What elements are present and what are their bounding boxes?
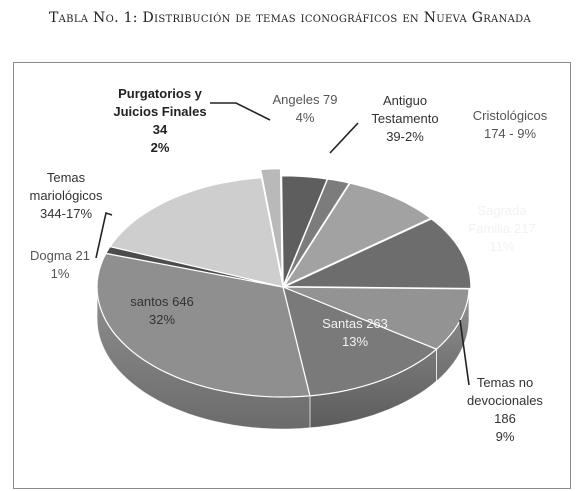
- slice-label-dogma: Dogma 21 1%: [30, 248, 90, 281]
- slice-label-line: 344-17%: [40, 206, 92, 221]
- leader-line: [210, 102, 271, 121]
- slice-label-temas-mariol-gicos: Temas mariológicos 344-17%: [30, 170, 103, 221]
- slice-label-line: Temas no: [477, 375, 533, 390]
- pie-slice-sagrada-familia: [284, 218, 472, 290]
- slice-label-angeles: Angeles 79 4%: [272, 92, 337, 125]
- slice-label-line: Antiguo: [383, 93, 427, 108]
- pie-slice-santos: [96, 252, 311, 398]
- slice-label-line: 174 - 9%: [484, 126, 536, 141]
- pie-slice-antiguo-testamento: [283, 178, 351, 287]
- slice-label-line: mariológicos: [30, 188, 103, 203]
- slice-label-line: Santas 263: [322, 316, 388, 331]
- pie-slice-angeles: [280, 175, 329, 287]
- slice-label-line: Testamento: [371, 111, 438, 126]
- pie-slice-temas-mariol-gicos: [108, 177, 284, 288]
- slice-label-sagrada-familia: Sagrada Familia 217 11%: [468, 203, 535, 254]
- slice-label-temas-no-devocionales: Temas no devocionales 186 9%: [467, 375, 543, 444]
- slice-label-line: 186: [494, 411, 516, 426]
- slice-label-line: 2%: [151, 140, 170, 155]
- pie-slice-side-shade: [436, 288, 469, 382]
- slice-label-line: Dogma 21: [30, 248, 90, 263]
- slice-label-line: 32%: [149, 312, 175, 327]
- slice-label-line: Angeles 79: [272, 92, 337, 107]
- slice-label-line: Purgatorios y: [118, 86, 203, 101]
- slice-label-line: 1%: [51, 266, 70, 281]
- pie-slice-cristol-gicos: [282, 182, 432, 288]
- slice-label-line: 11%: [489, 239, 514, 254]
- pie-slice-santas: [282, 286, 438, 397]
- slice-label-line: 13%: [342, 334, 368, 349]
- slice-label-line: Sagrada: [477, 203, 527, 218]
- leader-line: [459, 319, 470, 386]
- slice-label-line: 9%: [496, 429, 515, 444]
- slice-label-santas: Santas 263 13%: [322, 316, 388, 349]
- slice-label-line: 34: [153, 122, 168, 137]
- leader-line: [95, 211, 113, 259]
- slice-label-line: 39-2%: [386, 129, 424, 144]
- pie-slice-purgatorios-y-juicios-finales: [259, 168, 283, 279]
- slice-label-line: Temas: [47, 170, 86, 185]
- slice-label-purgatorios-y-juicios-finales: Purgatorios y Juicios Finales 34 2%: [113, 86, 206, 155]
- leader-line: [329, 122, 359, 154]
- slice-label-line: devocionales: [467, 393, 543, 408]
- slice-label-cristol-gicos: Cristológicos 174 - 9%: [473, 108, 548, 141]
- slice-label-line: Familia 217: [468, 221, 535, 236]
- slice-label-santos: santos 646 32%: [130, 294, 194, 327]
- pie-slice-side-shade: [309, 349, 437, 428]
- table-caption: Tabla No. 1: Distribución de temas icono…: [49, 10, 531, 26]
- slice-label-line: santos 646: [130, 294, 194, 309]
- pie-slice-side-shade: [97, 287, 310, 429]
- slice-label-antiguo-testamento: Antiguo Testamento 39-2%: [371, 93, 438, 144]
- slice-label-line: Cristológicos: [473, 108, 548, 123]
- slice-label-line: 4%: [296, 110, 315, 125]
- slice-label-line: Juicios Finales: [113, 104, 206, 119]
